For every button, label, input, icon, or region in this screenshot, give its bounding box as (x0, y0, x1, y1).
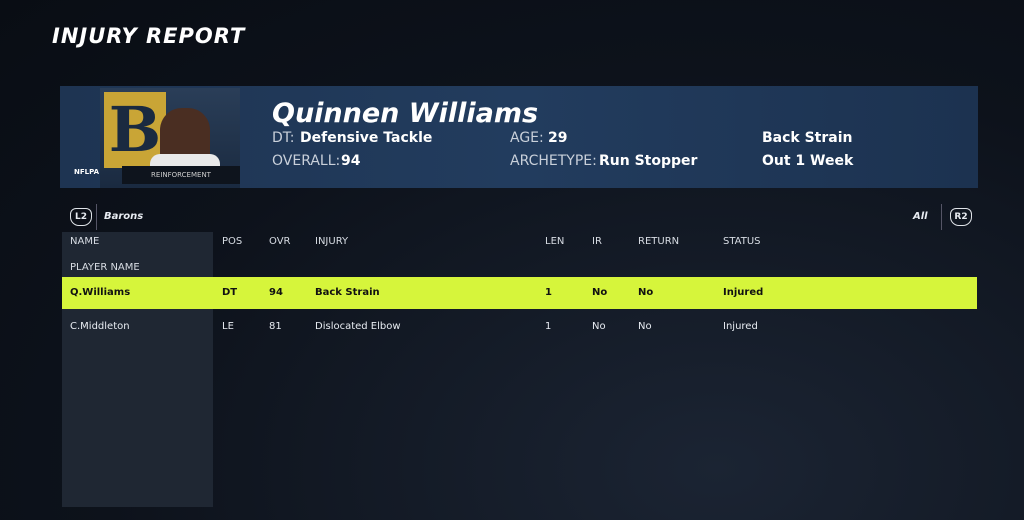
name-column-bg (62, 232, 213, 507)
injury-value: Back Strain (762, 130, 853, 146)
player-name: Quinnen Williams (272, 98, 539, 129)
column-header[interactable]: RETURN (638, 236, 680, 247)
subheader: PLAYER NAME (70, 262, 140, 273)
archetype-label: ARCHETYPE: (510, 153, 597, 169)
table-cell: Injured (723, 321, 758, 332)
overall-value: 94 (341, 153, 361, 169)
nflpa-badge: NFLPA (74, 168, 100, 176)
divider (941, 204, 942, 230)
team-tab[interactable]: Barons (104, 211, 144, 222)
age-label: AGE: (510, 130, 544, 146)
age-value: 29 (548, 130, 568, 146)
table-cell: C.Middleton (70, 321, 130, 332)
table-row[interactable]: Q.Williams DT 94 Back Strain 1 No No Injured (62, 277, 977, 309)
table-cell: No (592, 287, 608, 298)
page-title: INJURY REPORT (52, 24, 246, 48)
table-cell: 94 (269, 287, 283, 298)
overall-label: OVERALL: (272, 153, 341, 169)
table-cell: 81 (269, 321, 282, 332)
table-cell: Back Strain (315, 287, 380, 298)
column-header[interactable]: IR (592, 236, 602, 247)
table-row[interactable]: C.Middleton LE 81 Dislocated Elbow 1 No No Inju… (62, 311, 977, 343)
column-header[interactable]: INJURY (315, 236, 349, 247)
column-header[interactable]: STATUS (723, 236, 761, 247)
filter-tab[interactable]: All (913, 211, 928, 222)
archetype-value: Run Stopper (599, 153, 698, 169)
l2-button[interactable]: L2 (70, 208, 92, 226)
duration-value: Out 1 Week (762, 153, 854, 169)
r2-button[interactable]: R2 (950, 208, 972, 226)
table-cell: No (638, 287, 654, 298)
table-cell: Dislocated Elbow (315, 321, 401, 332)
table-cell: No (592, 321, 606, 332)
table-cell: Q.Williams (70, 287, 131, 298)
table-cell: Injured (723, 287, 764, 298)
column-header[interactable]: LEN (545, 236, 565, 247)
table-cell: LE (222, 321, 234, 332)
position-label: DT: (272, 130, 295, 146)
table-cell: DT (222, 287, 238, 298)
column-header[interactable]: NAME (70, 236, 100, 247)
divider (96, 204, 97, 230)
player-tag: REINFORCEMENT (122, 166, 240, 184)
table-cell: 1 (545, 321, 552, 332)
table-cell: No (638, 321, 652, 332)
column-header[interactable]: OVR (269, 236, 291, 247)
position-value: Defensive Tackle (300, 130, 433, 146)
table-cell: 1 (545, 287, 552, 298)
column-header[interactable]: POS (222, 236, 243, 247)
